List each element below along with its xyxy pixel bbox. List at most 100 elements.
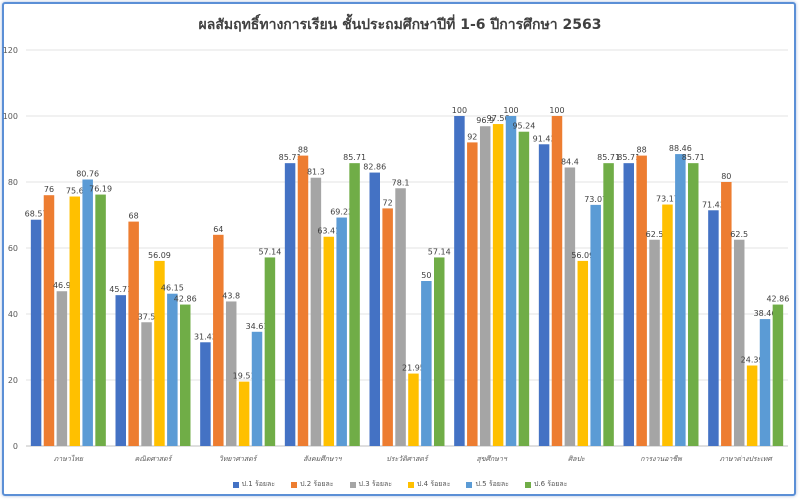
bar bbox=[238, 381, 250, 446]
data-label: 19.51 bbox=[233, 372, 256, 381]
bar bbox=[577, 260, 589, 446]
bar bbox=[688, 163, 699, 447]
bar bbox=[772, 304, 784, 446]
x-tick-label: ภาษาต่างประเทศ bbox=[719, 455, 773, 463]
bar bbox=[518, 131, 530, 446]
bar bbox=[564, 167, 576, 447]
legend-swatch bbox=[524, 481, 531, 488]
legend-swatch bbox=[349, 481, 356, 488]
bar bbox=[128, 221, 139, 446]
bar bbox=[733, 239, 745, 446]
bar bbox=[95, 194, 106, 446]
bar bbox=[43, 195, 55, 446]
data-label: 45.71 bbox=[109, 285, 132, 294]
bar bbox=[421, 281, 432, 446]
bar bbox=[636, 155, 647, 446]
legend-label: ป.3 ร้อยละ bbox=[358, 480, 392, 488]
data-label: 69.23 bbox=[330, 208, 353, 217]
x-tick-label: การงานอาชีพ bbox=[640, 455, 683, 463]
data-label: 72 bbox=[383, 198, 393, 207]
bar bbox=[264, 257, 276, 446]
bar bbox=[167, 293, 178, 446]
data-label: 73.17 bbox=[656, 195, 679, 204]
legend-item: ป.1 ร้อยละ bbox=[232, 479, 276, 490]
data-label: 92 bbox=[467, 132, 477, 141]
bar bbox=[746, 365, 758, 446]
data-label: 82.86 bbox=[363, 163, 386, 172]
bar bbox=[708, 210, 719, 446]
bar bbox=[154, 260, 165, 446]
legend-swatch bbox=[232, 481, 239, 488]
bar bbox=[30, 219, 42, 446]
bar bbox=[759, 319, 771, 446]
legend-item: ป.5 ร้อยละ bbox=[466, 479, 509, 490]
data-label: 62.5 bbox=[730, 230, 748, 239]
data-label: 76.19 bbox=[89, 185, 112, 194]
data-label: 56.09 bbox=[148, 251, 171, 260]
x-tick-label: สุขศึกษาฯ bbox=[477, 455, 508, 463]
legend-label: ป.1 ร้อยละ bbox=[241, 480, 276, 488]
data-label: 43.8 bbox=[222, 291, 240, 300]
x-tick-label: วิทยาศาสตร์ bbox=[219, 454, 259, 463]
legend-label: ป.4 ร้อยละ bbox=[417, 480, 451, 488]
data-label: 91.43 bbox=[533, 134, 556, 143]
legend-item: ป.4 ร้อยละ bbox=[408, 479, 450, 490]
bar bbox=[721, 182, 732, 446]
data-label: 85.71 bbox=[617, 153, 640, 162]
bar bbox=[180, 304, 191, 446]
bar bbox=[69, 196, 81, 446]
bar bbox=[467, 142, 478, 446]
data-label: 42.86 bbox=[766, 295, 789, 304]
data-label: 75.6 bbox=[66, 187, 84, 196]
data-label: 24.39 bbox=[741, 356, 764, 365]
data-label: 100 bbox=[452, 106, 467, 115]
bar bbox=[349, 163, 360, 447]
bar bbox=[141, 322, 152, 446]
data-label: 62.5 bbox=[646, 230, 664, 239]
bar bbox=[200, 342, 211, 446]
data-label: 88 bbox=[298, 146, 308, 155]
bar bbox=[323, 236, 335, 446]
data-label: 34.61 bbox=[246, 322, 269, 331]
data-label: 68.57 bbox=[25, 210, 48, 219]
chart-legend: ป.1 ร้อยละ ป.2 ร้อยละ ป.3 ร้อยละ ป.4 ร้อยละ… bbox=[0, 479, 800, 490]
bar bbox=[505, 116, 517, 446]
data-label: 68 bbox=[129, 212, 139, 221]
bar bbox=[454, 116, 465, 446]
y-tick-label: 0 bbox=[13, 442, 18, 451]
y-tick-label: 40 bbox=[8, 310, 18, 319]
bar bbox=[662, 204, 673, 446]
data-label: 80 bbox=[721, 172, 731, 181]
data-label: 21.95 bbox=[402, 364, 425, 373]
bar bbox=[336, 217, 347, 446]
bar bbox=[675, 154, 686, 446]
bar bbox=[395, 188, 406, 446]
data-label: 38.46 bbox=[754, 309, 777, 318]
data-label: 50 bbox=[421, 271, 431, 280]
data-label: 80.76 bbox=[76, 169, 99, 178]
data-label: 76 bbox=[44, 185, 54, 194]
bar bbox=[284, 163, 296, 447]
data-label: 85.71 bbox=[682, 153, 705, 162]
bar bbox=[213, 234, 224, 446]
legend-item: ป.3 ร้อยละ bbox=[349, 479, 392, 490]
data-label: 84.4 bbox=[561, 157, 579, 166]
data-label: 78.1 bbox=[392, 178, 410, 187]
bar bbox=[649, 239, 660, 446]
chart-title: ผลสัมฤทธิ์ทางการเรียน ชั้นประถมศึกษาปีที… bbox=[198, 17, 602, 33]
bar bbox=[297, 155, 309, 446]
data-label: 85.71 bbox=[597, 153, 620, 162]
y-tick-label: 80 bbox=[8, 178, 18, 187]
bar bbox=[369, 172, 380, 446]
bar bbox=[56, 291, 68, 446]
bar bbox=[492, 124, 504, 446]
data-label: 73.07 bbox=[584, 195, 607, 204]
x-tick-label: ภาษาไทย bbox=[54, 454, 84, 463]
bar bbox=[590, 204, 601, 446]
bar bbox=[310, 177, 322, 446]
legend-swatch bbox=[408, 481, 414, 488]
data-label: 85.71 bbox=[279, 153, 302, 162]
bar bbox=[408, 373, 419, 446]
